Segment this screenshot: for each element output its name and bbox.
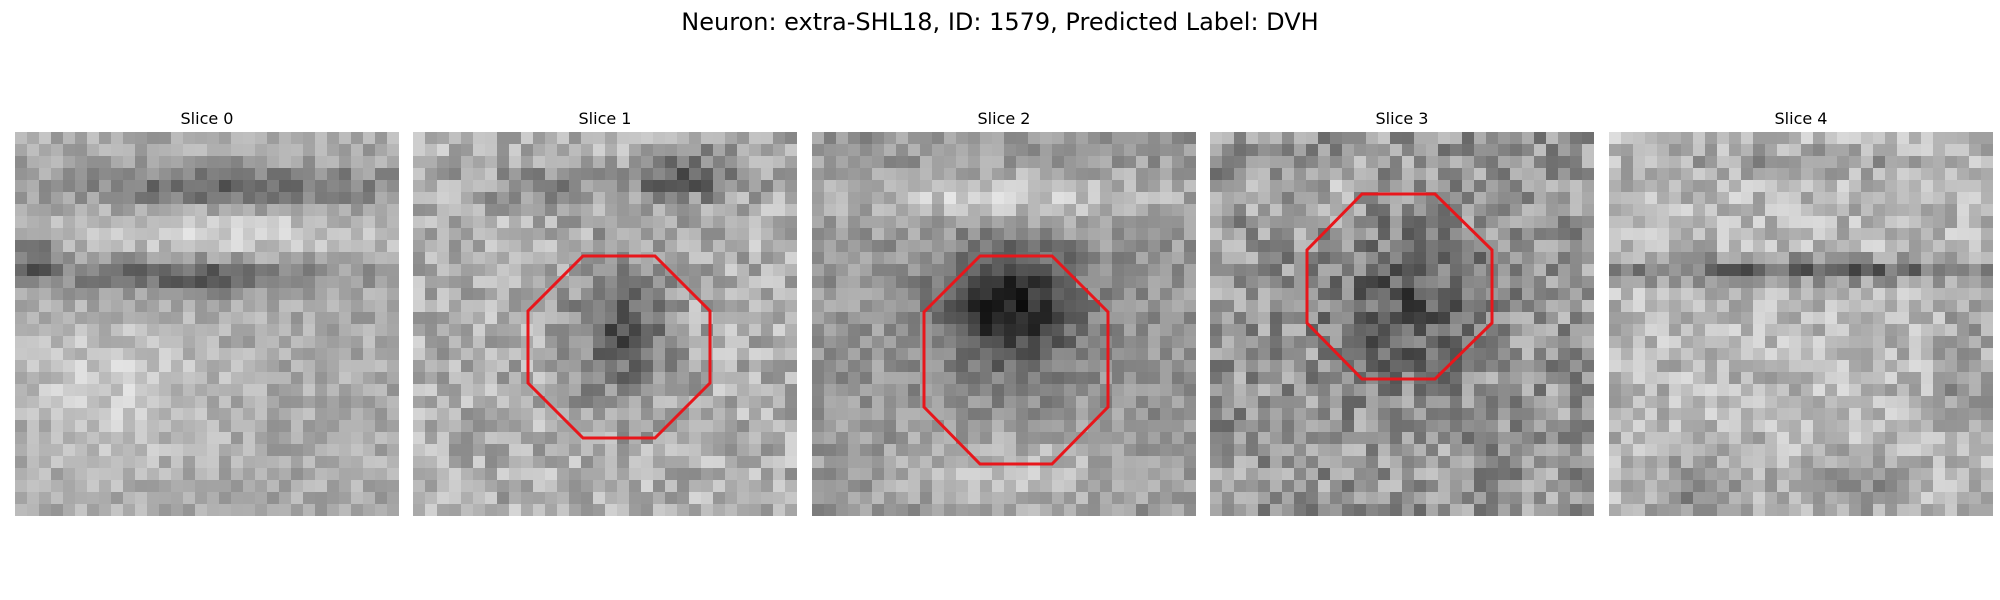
roi-octagon	[1305, 192, 1494, 381]
slice-image	[413, 132, 797, 516]
roi-overlay	[922, 254, 1110, 466]
slice-panel-3: Slice 3	[1210, 108, 1594, 516]
slice-title: Slice 0	[180, 109, 234, 128]
microscopy-slice-image	[1609, 132, 1993, 516]
slice-panel-1: Slice 1	[413, 108, 797, 516]
slice-image	[1609, 132, 1993, 516]
slice-image	[812, 132, 1196, 516]
microscopy-slice-image	[812, 132, 1196, 516]
roi-overlay	[526, 254, 712, 440]
slice-image	[1210, 132, 1594, 516]
figure-title: Neuron: extra-SHL18, ID: 1579, Predicted…	[681, 8, 1319, 36]
slice-panel-2: Slice 2	[812, 108, 1196, 516]
slice-title: Slice 1	[578, 109, 632, 128]
microscopy-slice-image	[15, 132, 399, 516]
slice-panel-4: Slice 4	[1609, 108, 1993, 516]
roi-octagon	[922, 254, 1110, 466]
roi-overlay	[1305, 192, 1494, 381]
slice-title: Slice 4	[1774, 109, 1828, 128]
slice-image	[15, 132, 399, 516]
slice-title: Slice 2	[977, 109, 1031, 128]
roi-octagon	[526, 254, 712, 440]
slice-title: Slice 3	[1375, 109, 1429, 128]
microscopy-slice-image	[413, 132, 797, 516]
slice-panel-0: Slice 0	[15, 108, 399, 516]
microscopy-slice-image	[1210, 132, 1594, 516]
